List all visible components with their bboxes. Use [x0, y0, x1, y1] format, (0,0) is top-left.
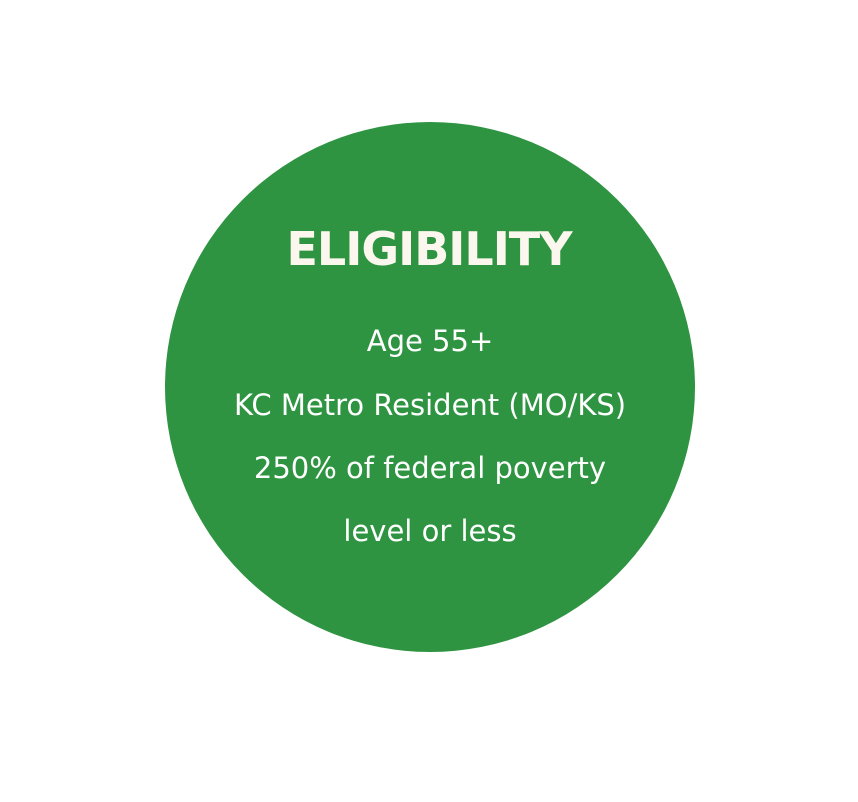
- criterion-income-line2: level or less: [343, 514, 517, 548]
- criterion-residence: KC Metro Resident (MO/KS): [233, 388, 627, 422]
- criterion-income-line1: 250% of federal poverty: [253, 451, 607, 485]
- eligibility-circle: [165, 122, 695, 652]
- eligibility-title: ELIGIBILITY: [286, 222, 572, 276]
- criterion-age: Age 55+: [366, 324, 494, 358]
